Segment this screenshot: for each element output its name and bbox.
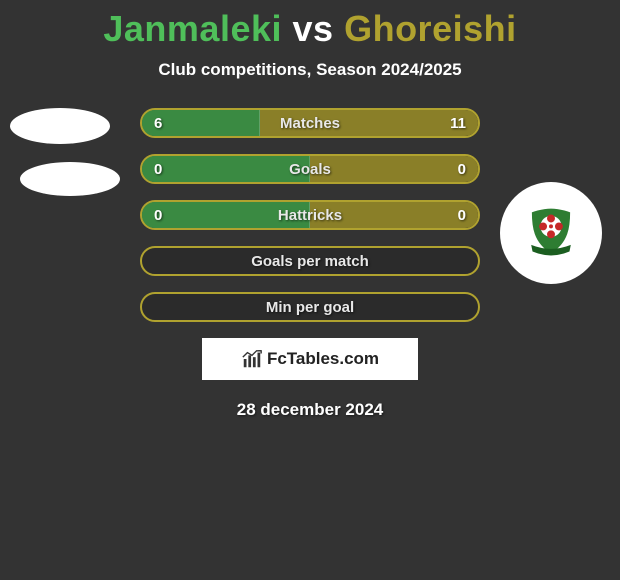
stat-label: Hattricks xyxy=(278,207,342,224)
chart-icon xyxy=(241,348,263,370)
stat-fill-left xyxy=(142,156,310,182)
club-badge-icon xyxy=(518,200,584,266)
player2-name: Ghoreishi xyxy=(344,8,517,49)
player1-club-placeholder xyxy=(20,162,120,196)
stat-bar: 0 0 Goals xyxy=(140,154,480,184)
brand-text: FcTables.com xyxy=(267,349,379,369)
stat-label: Goals per match xyxy=(251,253,369,270)
brand-box[interactable]: FcTables.com xyxy=(202,338,418,380)
stat-bar: 0 0 Hattricks xyxy=(140,200,480,230)
comparison-title: Janmaleki vs Ghoreishi xyxy=(0,0,620,50)
stat-label: Matches xyxy=(280,115,340,132)
stat-value-left: 0 xyxy=(154,207,162,224)
stat-value-left: 6 xyxy=(154,115,162,132)
player2-club-badge-container xyxy=(500,182,602,284)
comparison-content: 6 11 Matches 0 0 Goals 0 0 Hattricks Goals per ma… xyxy=(0,108,620,420)
stat-value-right: 0 xyxy=(458,207,466,224)
vs-text: vs xyxy=(293,8,334,49)
player1-name: Janmaleki xyxy=(103,8,282,49)
stat-fill-right xyxy=(310,156,478,182)
stat-bar: 6 11 Matches xyxy=(140,108,480,138)
stat-label: Min per goal xyxy=(266,299,354,316)
stat-bar: Goals per match xyxy=(140,246,480,276)
stat-value-right: 0 xyxy=(458,161,466,178)
stat-bar: Min per goal xyxy=(140,292,480,322)
player1-photo-placeholder xyxy=(10,108,110,144)
stat-label: Goals xyxy=(289,161,331,178)
stat-bars: 6 11 Matches 0 0 Goals 0 0 Hattricks Goals per ma… xyxy=(140,108,480,322)
date-text: 28 december 2024 xyxy=(0,400,620,420)
stat-value-right: 11 xyxy=(450,115,466,132)
subtitle: Club competitions, Season 2024/2025 xyxy=(0,60,620,80)
stat-value-left: 0 xyxy=(154,161,162,178)
